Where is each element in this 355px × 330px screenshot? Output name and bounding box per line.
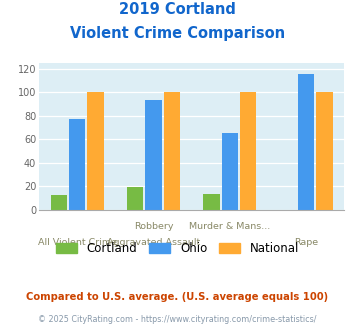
- Bar: [240, 92, 256, 210]
- Bar: [298, 75, 314, 210]
- Bar: [87, 92, 104, 210]
- Bar: [164, 92, 180, 210]
- Text: Compared to U.S. average. (U.S. average equals 100): Compared to U.S. average. (U.S. average …: [26, 292, 329, 302]
- Bar: [146, 100, 162, 210]
- Text: © 2025 CityRating.com - https://www.cityrating.com/crime-statistics/: © 2025 CityRating.com - https://www.city…: [38, 315, 317, 324]
- Text: Aggravated Assault: Aggravated Assault: [107, 238, 200, 247]
- Bar: [203, 194, 220, 210]
- Text: Murder & Mans...: Murder & Mans...: [189, 222, 271, 231]
- Bar: [69, 119, 85, 210]
- Text: Robbery: Robbery: [134, 222, 173, 231]
- Legend: Cortland, Ohio, National: Cortland, Ohio, National: [51, 237, 304, 260]
- Text: Violent Crime Comparison: Violent Crime Comparison: [70, 26, 285, 41]
- Text: 2019 Cortland: 2019 Cortland: [119, 2, 236, 16]
- Bar: [127, 187, 143, 210]
- Bar: [51, 195, 67, 210]
- Bar: [222, 133, 238, 210]
- Text: All Violent Crime: All Violent Crime: [38, 238, 117, 247]
- Text: Rape: Rape: [294, 238, 318, 247]
- Bar: [316, 92, 333, 210]
